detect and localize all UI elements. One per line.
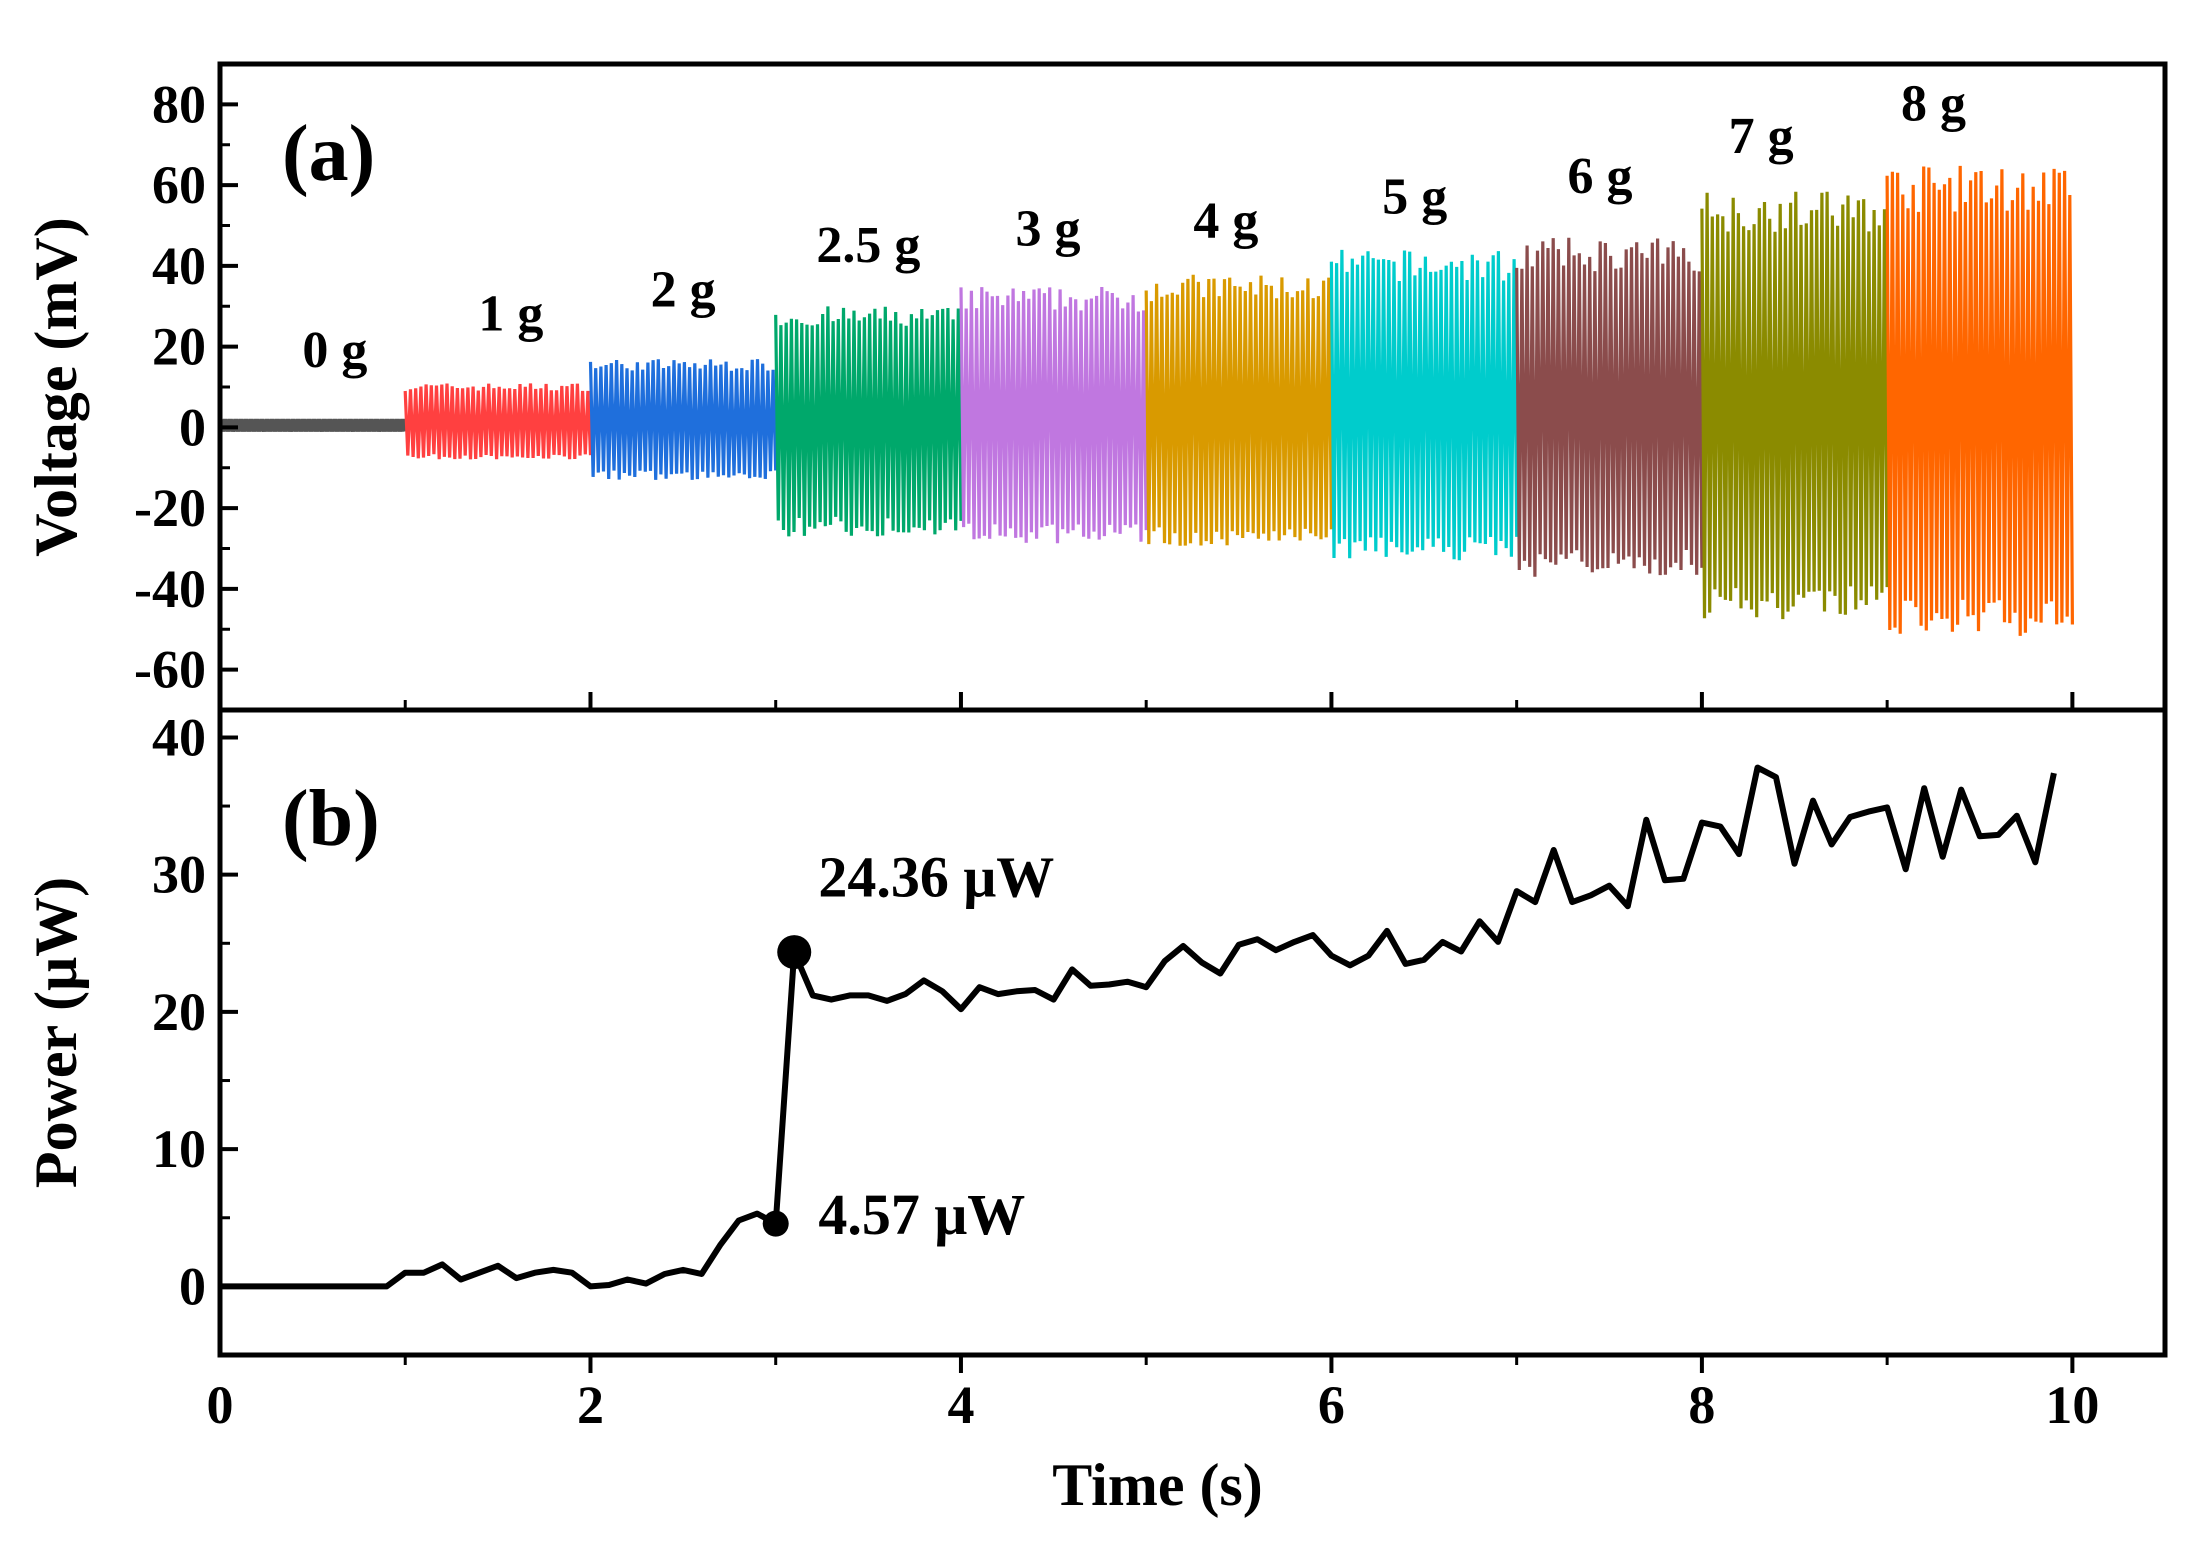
power-x-ticks: 0 2 4 6 8 10 (207, 1355, 2099, 1435)
voltage-band-5 (959, 286, 1148, 544)
voltage-y-tick-label-1: 60 (152, 155, 206, 215)
panel-label-b: (b) (282, 775, 380, 863)
voltage-x-ticks (403, 692, 2075, 710)
voltage-y-tick-label-6: -40 (134, 559, 206, 619)
time-x-tick-label-1: 2 (577, 1375, 604, 1435)
voltage-y-axis-title: Voltage (mV) (23, 217, 89, 556)
voltage-y-tick-label-4: 0 (179, 397, 206, 457)
band-label-4: 2.5 g (816, 217, 920, 274)
power-panel: 24.36 μW 4.57 μW 40 30 20 10 0 0 2 4 6 8 10 (b) Po… (23, 707, 2168, 1518)
voltage-band-9 (1700, 191, 1889, 620)
voltage-y-tick-label-3: 20 (152, 317, 206, 377)
voltage-band-8 (1515, 237, 1704, 577)
voltage-band-10 (1885, 165, 2074, 636)
voltage-band-4 (774, 306, 963, 537)
power-y-tick-label-0: 40 (152, 707, 206, 767)
voltage-y-tick-label-0: 80 (152, 74, 206, 134)
voltage-band-2 (403, 383, 593, 460)
voltage-band-3 (588, 359, 778, 480)
voltage-band-7 (1329, 249, 1519, 561)
panel-label-a: (a) (282, 110, 375, 198)
band-label-7: 5 g (1382, 168, 1447, 225)
power-series-line (220, 764, 2057, 1290)
time-x-tick-label-2: 4 (947, 1375, 974, 1435)
voltage-y-tick-label-2: 40 (152, 236, 206, 296)
band-label-1: 0 g (302, 322, 367, 379)
band-label-8: 6 g (1568, 148, 1633, 205)
band-label-5: 3 g (1016, 201, 1081, 258)
time-x-tick-label-4: 8 (1688, 1375, 1715, 1435)
power-annotation-2: 4.57 μW (818, 1182, 1025, 1247)
voltage-y-ticks: 80 60 40 20 0 -20 -40 -60 (134, 74, 238, 700)
band-label-9: 7 g (1729, 108, 1794, 165)
power-y-axis-title: Power (μW) (23, 877, 89, 1188)
voltage-y-tick-label-7: -60 (134, 640, 206, 700)
time-x-tick-label-5: 10 (2045, 1375, 2099, 1435)
band-label-2: 1 g (478, 285, 543, 342)
power-y-tick-label-4: 0 (179, 1256, 206, 1316)
power-markers: 24.36 μW 4.57 μW (762, 845, 1054, 1247)
voltage-y-tick-label-5: -20 (134, 478, 206, 538)
voltage-bands (217, 165, 2074, 636)
voltage-band-1 (217, 418, 408, 432)
time-x-axis-title: Time (s) (1052, 1452, 1263, 1518)
power-y-tick-label-3: 10 (152, 1119, 206, 1179)
power-plot-frame (217, 707, 2168, 1358)
band-label-10: 8 g (1901, 76, 1966, 133)
power-marker-1 (777, 935, 812, 970)
band-label-6: 4 g (1193, 193, 1258, 250)
band-label-3: 2 g (651, 261, 716, 318)
time-x-tick-label-0: 0 (207, 1375, 234, 1435)
power-marker-2 (762, 1210, 789, 1237)
power-y-ticks: 40 30 20 10 0 (152, 707, 238, 1316)
time-x-tick-label-3: 6 (1318, 1375, 1345, 1435)
voltage-band-6 (1144, 274, 1333, 546)
voltage-panel: 0 g 1 g 2 g 2.5 g 3 g 4 g 5 g 6 g 7 g 8 g 80 60 40 2… (23, 61, 2168, 713)
voltage-band-labels: 0 g 1 g 2 g 2.5 g 3 g 4 g 5 g 6 g 7 g 8 g (302, 76, 1966, 379)
power-y-tick-label-1: 30 (152, 845, 206, 905)
power-annotation-1: 24.36 μW (818, 845, 1054, 910)
power-y-tick-label-2: 20 (152, 982, 206, 1042)
